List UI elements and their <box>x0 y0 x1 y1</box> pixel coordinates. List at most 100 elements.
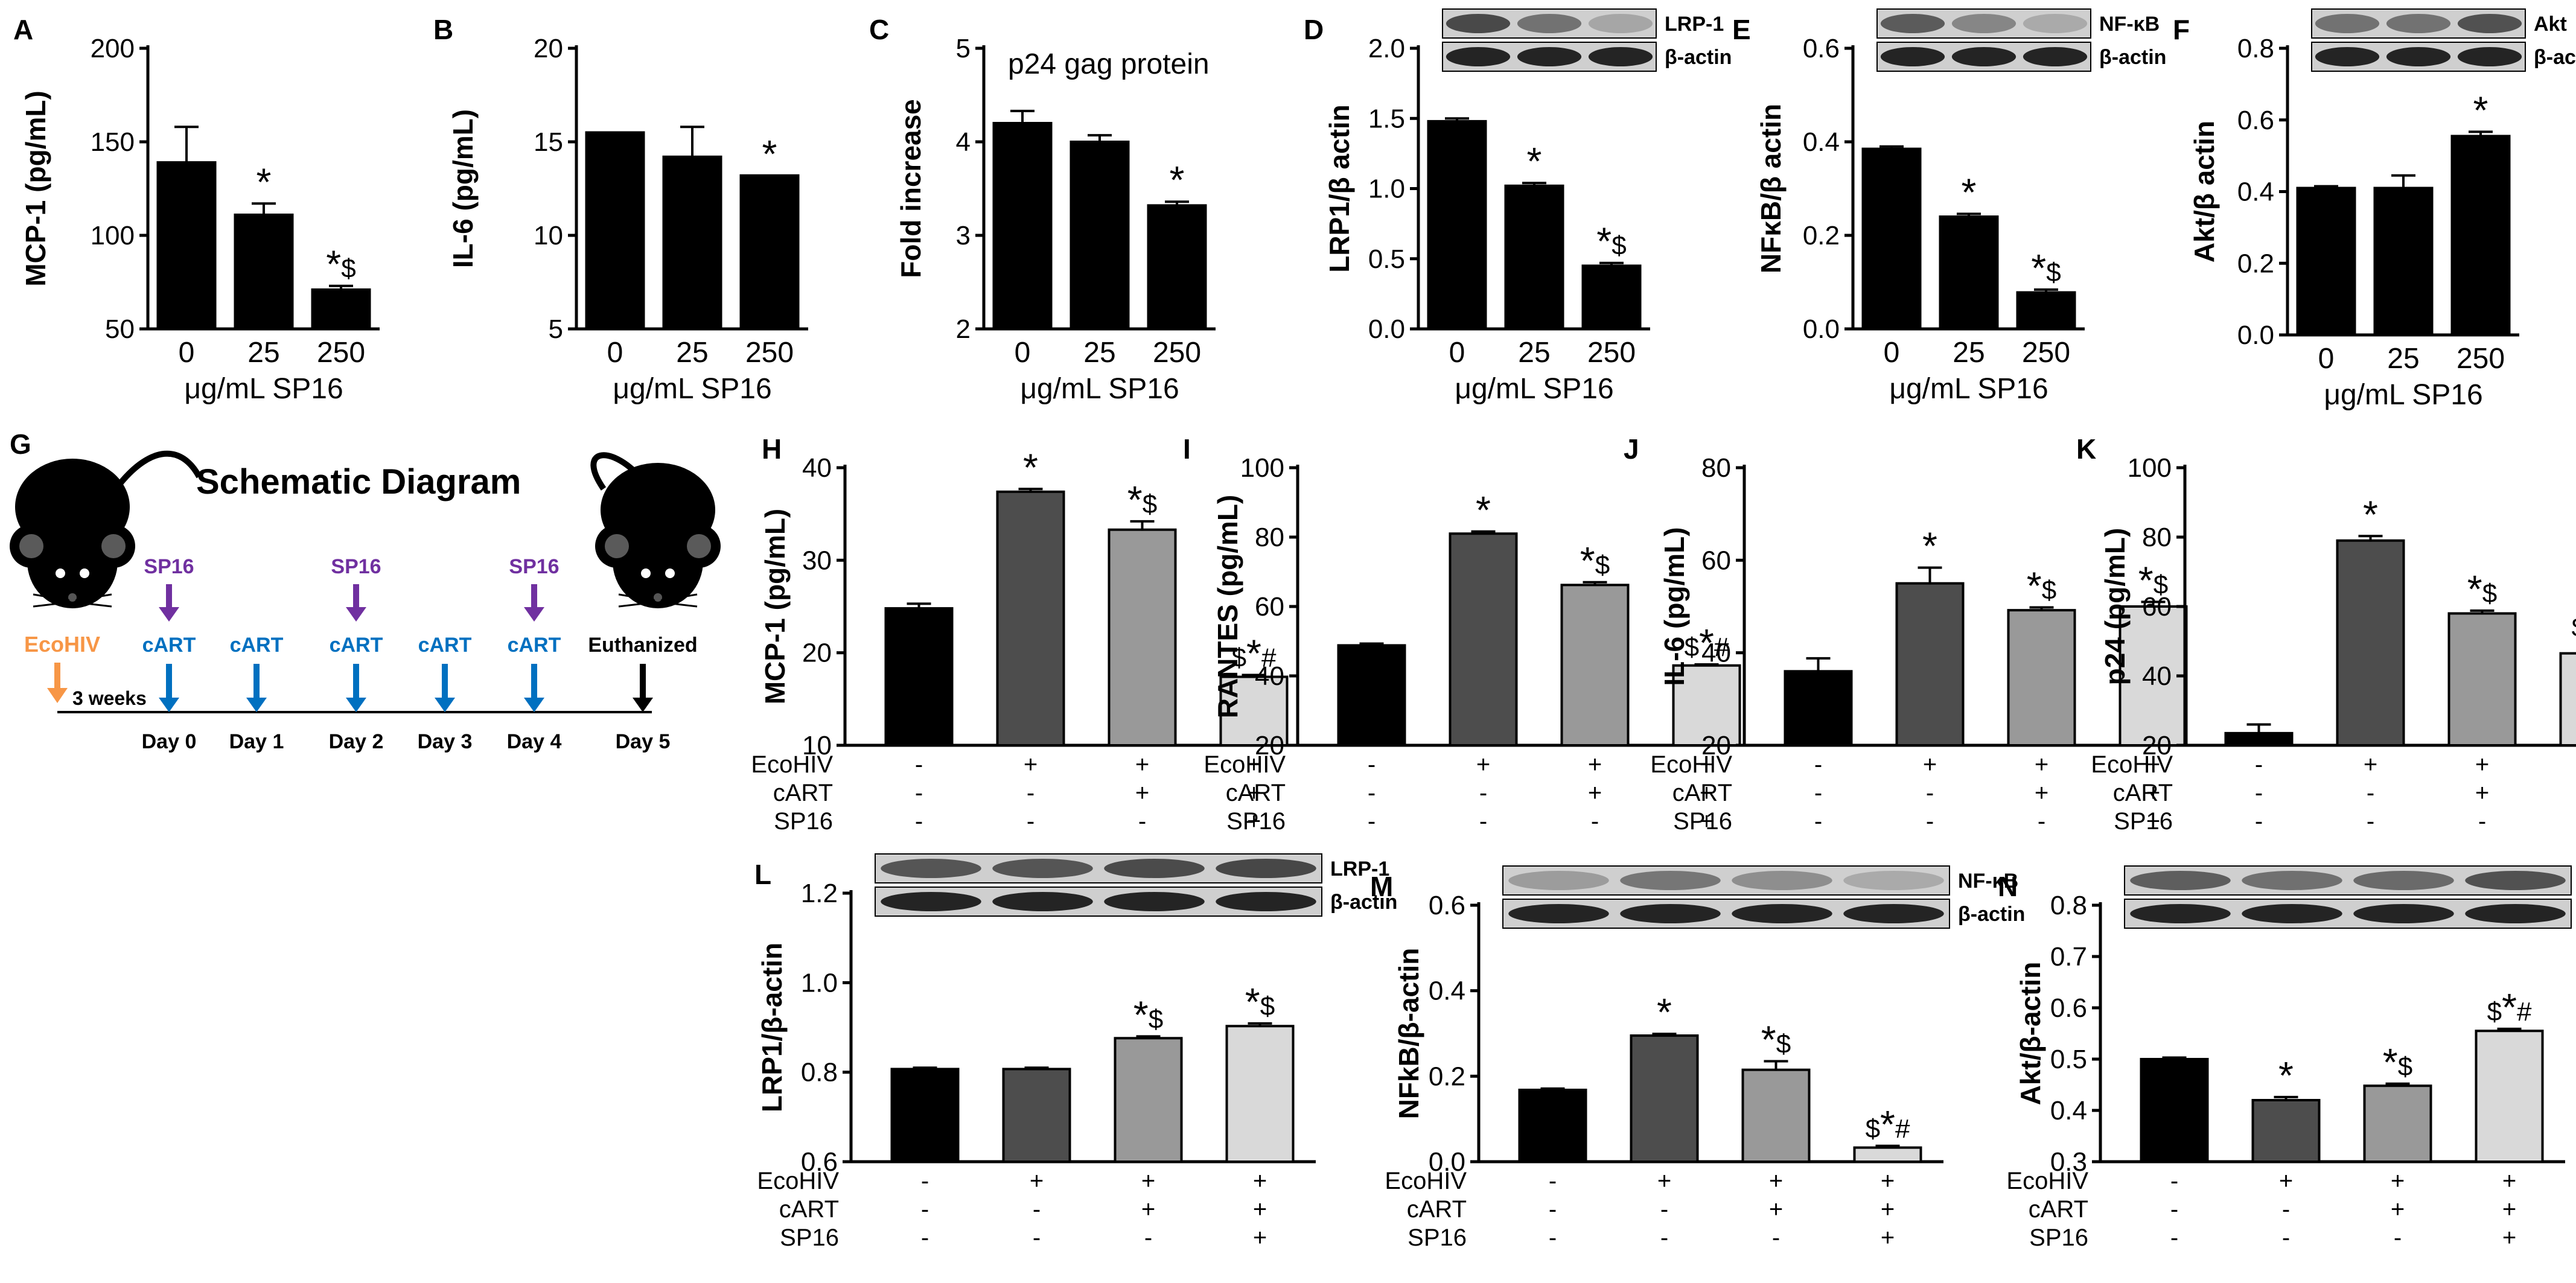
blot-band <box>2130 904 2231 923</box>
y-tick-label: 2 <box>956 314 971 344</box>
cart-arrow-icon-head <box>246 698 267 712</box>
bar <box>1225 1025 1295 1164</box>
significance-mark: * <box>2363 492 2378 536</box>
bar <box>2016 291 2076 330</box>
treatment-mark: + <box>1247 751 1261 778</box>
bar <box>1939 215 1999 330</box>
treatment-mark: + <box>1769 1196 1783 1223</box>
significance-mark: * <box>2278 1054 2294 1097</box>
panel-label: J <box>1624 433 1639 465</box>
bar <box>2475 1030 2544 1163</box>
blot-band <box>1732 871 1832 890</box>
treatment-mark: + <box>1881 1224 1895 1251</box>
blot-band <box>1951 14 2016 33</box>
treatment-mark: + <box>1247 808 1261 835</box>
treatment-mark: + <box>1588 751 1602 778</box>
treatment-row-label: cART <box>1672 780 1732 806</box>
bar <box>2363 1084 2432 1163</box>
bar <box>585 131 645 330</box>
star-mark: * <box>2138 558 2154 602</box>
treatment-mark: - <box>1368 780 1376 806</box>
significance-mark: *$ <box>2383 1040 2412 1084</box>
star-mark: * <box>2467 567 2482 611</box>
treatment-row-label: EcoHIV <box>757 1168 839 1194</box>
sp16-arrow-icon-head <box>159 607 179 622</box>
timeline-day-label: Day 5 <box>616 730 671 753</box>
treatment-mark: - <box>1368 751 1376 778</box>
star-mark: * <box>2473 88 2488 132</box>
y-axis-label: RANTES (pg/mL) <box>1212 495 1243 719</box>
blot-loading-label: β-actin <box>1958 903 2025 926</box>
blot-loading-label: β-actin <box>1665 46 1732 69</box>
treatment-row-label: SP16 <box>1673 808 1732 835</box>
treatment-mark: - <box>921 1196 929 1223</box>
y-tick-label: 20 <box>1701 731 1731 760</box>
blot-band <box>2315 14 2380 33</box>
y-tick-label: 0.4 <box>1803 127 1840 157</box>
x-tick-label: 25 <box>2387 343 2419 375</box>
panel-label: M <box>1370 871 1393 902</box>
mouse-icon-euthanized <box>590 452 721 608</box>
y-tick-label: 1.0 <box>801 968 838 998</box>
y-tick-label: 1.0 <box>1368 174 1405 204</box>
bar <box>2140 1058 2209 1163</box>
treatment-mark: + <box>1700 751 1714 778</box>
significance-mark: * <box>2473 88 2488 132</box>
star-mark: * <box>1133 993 1149 1036</box>
y-tick-label: 0.0 <box>1368 314 1405 344</box>
ecohiv-arrow-icon <box>47 663 68 703</box>
timeline-day-label: Day 3 <box>418 730 473 753</box>
significance-mark: *$ <box>2138 558 2168 602</box>
treatment-mark: + <box>1769 1168 1783 1194</box>
symbol-mark: $ <box>2487 997 2502 1027</box>
y-axis-label: NFκB/β actin <box>1755 104 1787 273</box>
treatment-mark: - <box>2478 808 2486 835</box>
symbol-mark: $ <box>1260 992 1275 1021</box>
blot-band <box>1620 871 1721 890</box>
y-tick-label: 0.8 <box>2237 34 2274 63</box>
blot-band <box>1588 47 1653 66</box>
treatment-mark: + <box>2035 751 2048 778</box>
x-tick-label: 250 <box>2022 337 2070 369</box>
panel-label: F <box>2173 14 2190 45</box>
significance-mark: *$ <box>2027 564 2056 608</box>
treatment-mark: - <box>2255 808 2263 835</box>
star-mark: * <box>1245 980 1260 1024</box>
y-tick-label: 0.6 <box>2237 106 2274 135</box>
treatment-mark: - <box>1549 1224 1557 1251</box>
y-tick-label: 100 <box>91 221 135 250</box>
panel-n: N0.30.40.50.60.70.8Akt/β-actinAktβ-actin… <box>1998 865 2572 1251</box>
bar <box>2447 612 2517 747</box>
panel-label: H <box>762 433 782 465</box>
symbol-mark: $ <box>1143 489 1157 519</box>
symbol-mark: $ <box>341 254 355 284</box>
symbol-mark: $ <box>2482 579 2497 608</box>
y-tick-label: 0.7 <box>2050 942 2087 972</box>
bar <box>2296 186 2356 336</box>
star-mark: * <box>1127 478 1143 521</box>
treatment-mark: + <box>2035 780 2048 806</box>
treatment-mark: - <box>2170 1196 2178 1223</box>
treatment-mark: + <box>1024 751 1038 778</box>
treatment-row-label: EcoHIV <box>1385 1168 1467 1194</box>
y-tick-label: 0.2 <box>1429 1062 1465 1091</box>
panel-label: E <box>1732 14 1751 45</box>
panel-label: A <box>13 14 33 45</box>
star-mark: * <box>1596 220 1612 263</box>
treatment-row-label: EcoHIV <box>2091 751 2173 778</box>
blot-band <box>2242 871 2342 890</box>
y-tick-label: 10 <box>802 731 832 760</box>
treatment-mark: + <box>2364 751 2377 778</box>
treatment-mark: + <box>1030 1168 1044 1194</box>
blot-band <box>2386 47 2451 66</box>
x-tick-label: 250 <box>1153 337 1201 369</box>
symbol-mark: # <box>1895 1114 1910 1144</box>
panel-c: C 2 3 4 5 Fold increase p24 gag protein * 0 25 250… <box>869 14 1216 405</box>
y-tick-label: 0.8 <box>2050 891 2087 920</box>
treatment-row-label: SP16 <box>780 1224 839 1251</box>
panel-label: I <box>1183 433 1191 465</box>
cart-arrow-icon-head <box>435 698 455 712</box>
y-tick-label: 80 <box>1255 523 1284 552</box>
significance-mark: * <box>1527 139 1542 183</box>
